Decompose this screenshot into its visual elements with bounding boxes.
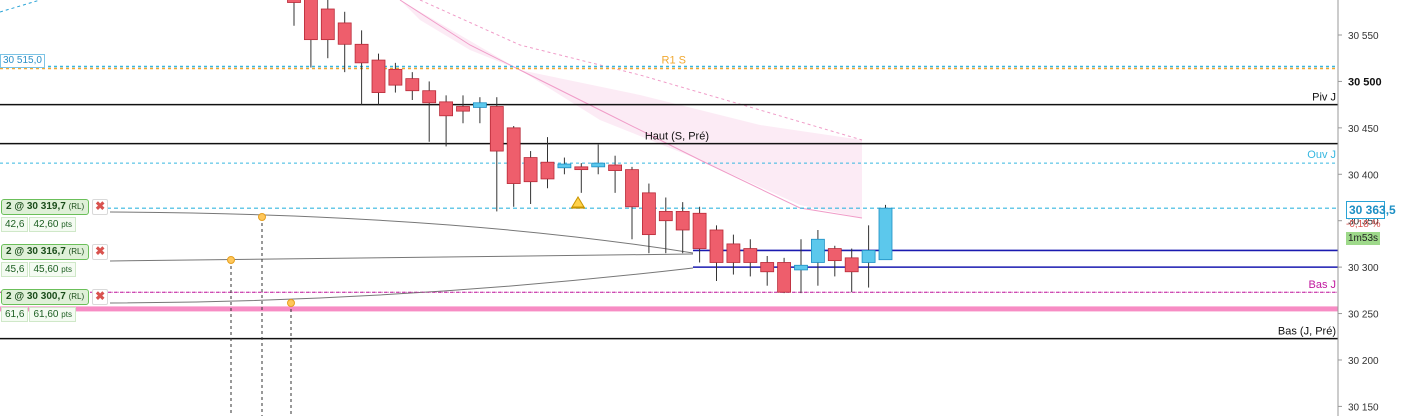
- candle-body: [354, 43, 369, 64]
- candle-body: [422, 90, 437, 104]
- position-curves: [109, 211, 1338, 416]
- candle-body: [675, 211, 690, 231]
- position-pts: 61,60 pts: [29, 307, 76, 322]
- position-1[interactable]: 2 @ 30 319,7 (RL) ✖ 42,6 42,60 pts: [1, 199, 109, 232]
- candle-body: [574, 166, 589, 171]
- level-label: Bas (J, Pré): [1278, 326, 1336, 338]
- tick-label: 30 350: [1348, 217, 1379, 228]
- position-pts: 42,60 pts: [29, 217, 76, 232]
- candle-body: [878, 207, 893, 261]
- level-label: R1 S: [662, 54, 686, 66]
- candle-body: [658, 211, 673, 222]
- tick-label: 30 400: [1348, 170, 1379, 181]
- tick-label: 30 550: [1348, 31, 1379, 42]
- candle-body: [625, 169, 639, 208]
- candle-body: [827, 248, 842, 262]
- candle-body: [557, 163, 572, 169]
- cloud-band: [0, 0, 863, 219]
- position-pnl: 45,6: [1, 262, 29, 277]
- tick-label: 30 500: [1348, 76, 1382, 88]
- entry-dot: [287, 299, 295, 307]
- candle-body: [337, 22, 352, 45]
- candle-body: [861, 250, 876, 263]
- candle-body: [388, 68, 403, 86]
- candle-body: [608, 164, 622, 171]
- candle-body: [777, 262, 791, 293]
- candle-body: [794, 264, 808, 271]
- price-left-tag: 30 515,0: [0, 54, 45, 68]
- candle-body: [405, 78, 420, 92]
- close-icon[interactable]: ✖: [92, 289, 109, 305]
- position-curve: [109, 253, 694, 262]
- tick-label: 30 250: [1348, 310, 1379, 321]
- candle-body: [726, 243, 741, 263]
- entry-dot: [227, 256, 235, 264]
- close-icon[interactable]: ✖: [92, 199, 109, 215]
- tick-label: 30 200: [1348, 356, 1379, 367]
- price-change: -0,18 %: [1346, 219, 1381, 230]
- markers: [571, 196, 585, 209]
- candle-body: [506, 127, 521, 184]
- candle-body: [371, 59, 386, 93]
- position-3[interactable]: 2 @ 30 300,7 (RL) ✖ 61,6 61,60 pts: [1, 289, 109, 322]
- trend-line: [0, 0, 41, 13]
- candle-body: [287, 0, 301, 3]
- price-axis: 30 550 30 500 30 450 30 400 30 350 30 300 30 2…: [1337, 0, 1382, 416]
- level-label: Piv J: [1312, 92, 1336, 104]
- candle-body: [523, 157, 538, 183]
- last-price-tag: 30 363,5: [1346, 201, 1396, 219]
- position-pts: 45,60 pts: [29, 262, 76, 277]
- position-pnl: 61,6: [1, 307, 29, 322]
- candle-body: [439, 101, 454, 117]
- candle-body: [472, 102, 487, 108]
- candle-timer: 1m53s: [1346, 232, 1381, 245]
- level-label: Haut (S, Pré): [645, 131, 709, 143]
- candle-body: [692, 212, 707, 249]
- cloud-upper-line: [419, 0, 863, 141]
- position-2[interactable]: 2 @ 30 316,7 (RL) ✖ 45,6 45,60 pts: [1, 244, 109, 277]
- level-label: Bas J: [1308, 279, 1336, 291]
- close-icon[interactable]: ✖: [92, 244, 109, 260]
- candle-body: [320, 8, 335, 41]
- candle-body: [844, 257, 859, 273]
- position-pnl: 42,6: [1, 217, 29, 232]
- candle-body: [760, 262, 775, 273]
- candle-body: [489, 106, 504, 152]
- tick-label: 30 300: [1348, 263, 1379, 274]
- candle-body: [591, 162, 606, 168]
- candles: [287, 0, 893, 294]
- position-label[interactable]: 2 @ 30 300,7 (RL): [1, 289, 90, 305]
- candle-body: [456, 106, 470, 112]
- level-label: Ouv J: [1307, 149, 1336, 161]
- level-bar: [0, 306, 1338, 312]
- position-label[interactable]: 2 @ 30 319,7 (RL): [1, 199, 90, 215]
- alert-icon: [571, 196, 585, 208]
- tick-label: 30 450: [1348, 124, 1379, 135]
- candle-body: [709, 229, 724, 263]
- tick-label: 30 150: [1348, 402, 1379, 413]
- candle-body: [743, 248, 758, 263]
- position-label[interactable]: 2 @ 30 316,7 (RL): [1, 244, 90, 260]
- position-curve: [109, 211, 694, 254]
- level-lines: R1 S Piv J Haut (S, Pré) Ouv J Bas J Bas (J, …: [0, 54, 1338, 340]
- position-curve: [109, 267, 694, 304]
- candle-body: [811, 238, 825, 263]
- candle-body: [540, 161, 555, 180]
- entry-dot: [258, 213, 266, 221]
- candle-body: [642, 192, 656, 236]
- candle-body: [303, 0, 318, 41]
